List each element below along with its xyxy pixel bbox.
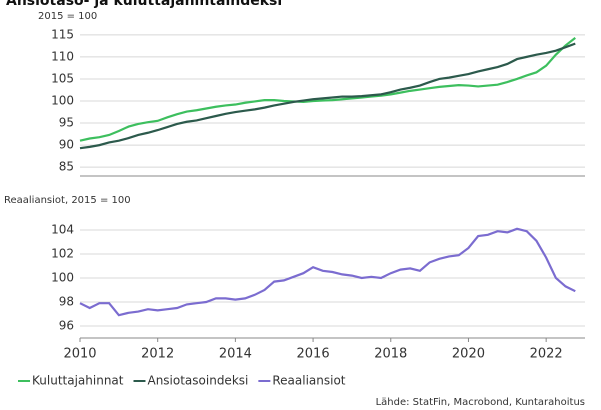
y-tick-label: 105 (51, 71, 74, 85)
y-axis-label: 2015 = 100 (38, 11, 97, 22)
x-tick-label: 2022 (530, 347, 563, 362)
line-series (79, 37, 576, 142)
x-tick-label: 2010 (63, 347, 96, 362)
source: Lähde: StatFin, Macrobond, Kuntarahoitus (376, 397, 585, 408)
y-tick-label: 98 (59, 295, 74, 309)
y-tick-label: 85 (59, 160, 74, 174)
y-tick-label: 115 (51, 27, 74, 41)
y-tick-label: 95 (59, 116, 74, 130)
y-tick-label: 102 (51, 247, 74, 261)
y-tick-label: 100 (51, 94, 74, 108)
legend-label: Kuluttajahinnat (32, 374, 124, 388)
chart-title: Ansiotaso- ja kuluttajahintaindeksi (6, 0, 282, 9)
y-tick-label: 104 (51, 223, 74, 237)
line-series (79, 227, 576, 317)
y-axis-label: Reaaliansiot, 2015 = 100 (4, 195, 131, 206)
y-tick-label: 100 (51, 271, 74, 285)
legend-label: Ansiotasoindeksi (147, 374, 248, 388)
legend-label: Reaaliansiot (272, 374, 345, 388)
x-tick-label: 2014 (219, 347, 252, 362)
x-tick-label: 2012 (141, 347, 174, 362)
x-tick-label: 2020 (452, 347, 485, 362)
y-tick-label: 90 (59, 138, 74, 152)
y-tick-label: 96 (59, 319, 74, 333)
x-tick-label: 2016 (297, 347, 330, 362)
line-series (79, 42, 576, 150)
x-tick-label: 2018 (374, 347, 407, 362)
y-tick-label: 110 (51, 49, 74, 63)
